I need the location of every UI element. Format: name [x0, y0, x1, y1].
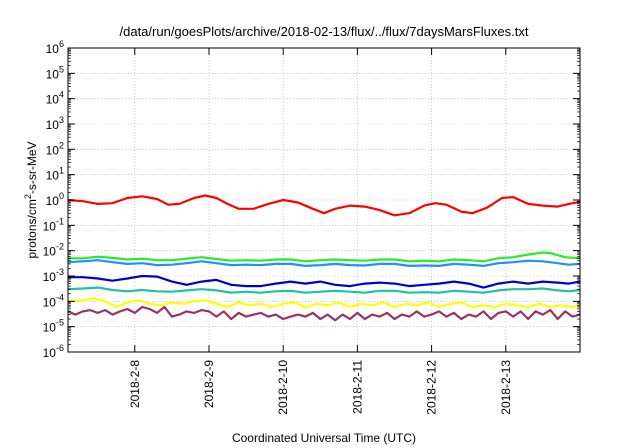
y-tick-label-base: 10	[46, 143, 60, 157]
y-tick-label-base: 10	[43, 270, 57, 284]
y-tick-label: 10-4	[43, 292, 64, 309]
y-tick-label: 102	[46, 140, 64, 157]
x-tick-label: 2018-2-13	[499, 360, 513, 415]
y-tick-label-exp: -1	[56, 216, 64, 226]
y-tick-label: 10-6	[43, 343, 64, 360]
y-tick-label-exp: 6	[59, 39, 64, 49]
y-tick-label-exp: -3	[56, 267, 64, 277]
y-tick-label-exp: 1	[59, 166, 64, 176]
y-tick-label-exp: -5	[56, 318, 64, 328]
x-tick-label: 2018-2-12	[425, 360, 439, 415]
y-tick-label-exp: 5	[59, 64, 64, 74]
y-tick-label-base: 10	[43, 321, 57, 335]
y-tick-label: 103	[46, 115, 64, 132]
y-tick-label: 101	[46, 166, 64, 183]
series-line-5	[67, 286, 581, 294]
y-tick-label-base: 10	[43, 295, 57, 309]
y-axis-label-pre: protons/cm	[25, 199, 39, 258]
y-axis: 10-610-510-410-310-210-11001011021031041…	[43, 39, 580, 360]
series-line-6	[67, 297, 581, 309]
y-axis-label: protons/cm2-s-sr-MeV	[23, 141, 39, 258]
y-tick-label-exp: -2	[56, 242, 64, 252]
y-tick-label-base: 10	[43, 245, 57, 259]
chart-title: /data/run/goesPlots/archive/2018-02-13/f…	[120, 24, 529, 39]
y-tick-label-base: 10	[46, 194, 60, 208]
series-line-3	[67, 259, 581, 267]
y-tick-label: 100	[46, 191, 64, 208]
y-tick-label-base: 10	[46, 118, 60, 132]
y-tick-label: 10-5	[43, 318, 64, 335]
y-tick-label-exp: -4	[56, 292, 64, 302]
series-line-2	[68, 251, 581, 263]
y-tick-label-base: 10	[46, 169, 60, 183]
y-tick-label-base: 10	[46, 93, 60, 107]
y-tick-label-exp: -6	[56, 343, 64, 353]
y-tick-label-exp: 4	[59, 90, 64, 100]
y-tick-label-base: 10	[46, 67, 60, 81]
series-layer	[67, 194, 581, 322]
x-tick-label: 2018-2-11	[350, 360, 364, 414]
y-tick-label-exp: 2	[59, 140, 64, 150]
y-tick-label-exp: 3	[59, 115, 64, 125]
x-tick-label: 2018-2-9	[202, 360, 216, 408]
x-tick-label: 2018-2-10	[276, 360, 290, 415]
x-axis-label: Coordinated Universal Time (UTC)	[232, 431, 416, 445]
series-line-4	[68, 274, 581, 289]
x-axis: 2018-2-8 2018-2-9 2018-2-10 2018-2-11 2018-2…	[128, 48, 513, 415]
y-tick-label: 10-3	[43, 267, 64, 284]
y-tick-label: 10-2	[43, 242, 64, 259]
y-tick-label: 105	[46, 64, 64, 81]
y-tick-label-base: 10	[43, 219, 57, 233]
y-tick-label: 104	[46, 90, 64, 107]
y-tick-label-exp: 0	[59, 191, 64, 201]
y-tick-label-base: 10	[43, 346, 57, 360]
y-axis-label-post: -s-sr-MeV	[25, 141, 39, 194]
series-line-7	[67, 305, 581, 322]
y-tick-label-base: 10	[46, 42, 60, 56]
x-tick-label: 2018-2-8	[128, 360, 142, 408]
grid-lines	[68, 48, 580, 352]
series-line-1	[67, 194, 581, 217]
y-tick-label: 106	[46, 39, 64, 56]
y-tick-label: 10-1	[43, 216, 64, 233]
y-axis-label-sup: 2	[23, 194, 33, 199]
